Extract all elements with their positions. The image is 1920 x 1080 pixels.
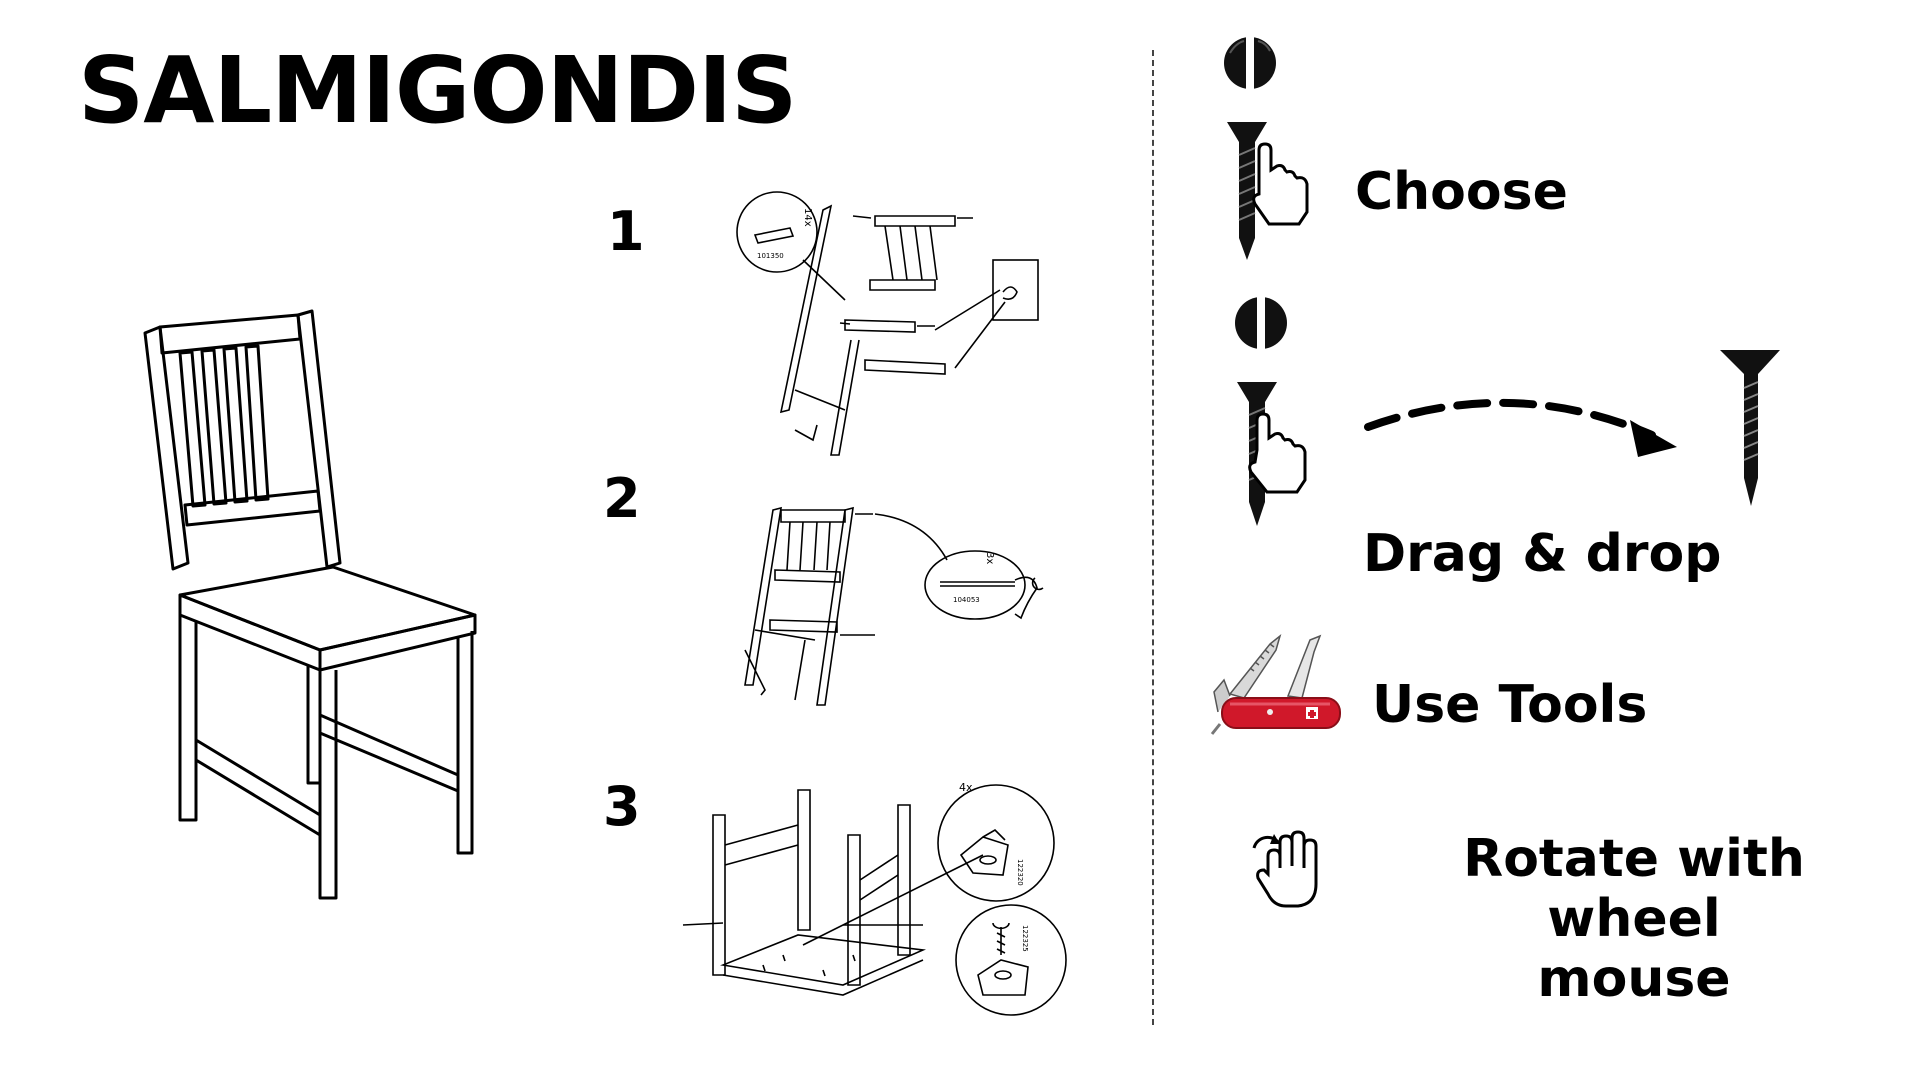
screw-icon <box>1720 350 1780 506</box>
screw-hand-cursor-icon-2 <box>1237 382 1307 526</box>
use-tools-label: Use Tools <box>1372 675 1648 735</box>
step-1-qty: 14x <box>802 208 813 227</box>
choose-label: Choose <box>1355 162 1568 222</box>
step-number-3: 3 <box>603 775 641 838</box>
step-2-qty: 3x <box>984 552 995 564</box>
step-3-diagram: 4x 122320 122325 <box>682 781 1067 1016</box>
chair-illustration <box>143 309 477 900</box>
step-number-1: 1 <box>607 200 645 263</box>
rotate-label: Rotate with wheel mouse <box>1374 829 1894 1009</box>
game-title: SALMIGONDIS <box>78 37 797 144</box>
step-3-part-a: 122320 <box>1016 859 1024 886</box>
step-1-diagram: 14x 101350 <box>736 191 1039 456</box>
step-1-part: 101350 <box>757 252 784 260</box>
step-3-part-b: 122325 <box>1021 925 1029 952</box>
drag-drop-label: Drag & drop <box>1363 524 1722 584</box>
dashed-arrow-icon <box>1364 398 1677 457</box>
screw-hand-cursor-icon <box>1227 122 1309 260</box>
step-3-qty: 4x <box>959 781 973 794</box>
step-2-part: 104053 <box>953 596 980 604</box>
step-2-diagram: 104053 3x <box>744 506 1044 706</box>
step-number-2: 2 <box>603 467 641 530</box>
rotate-label-line-2: mouse <box>1537 948 1731 1009</box>
rotate-label-line-1: Rotate with wheel <box>1463 829 1805 949</box>
screw-head-icon-2 <box>1235 297 1287 349</box>
rotate-hand-icon <box>1252 830 1318 908</box>
screw-head-icon <box>1224 37 1276 89</box>
section-divider <box>1152 50 1154 1025</box>
swiss-army-knife-icon <box>1210 633 1341 735</box>
